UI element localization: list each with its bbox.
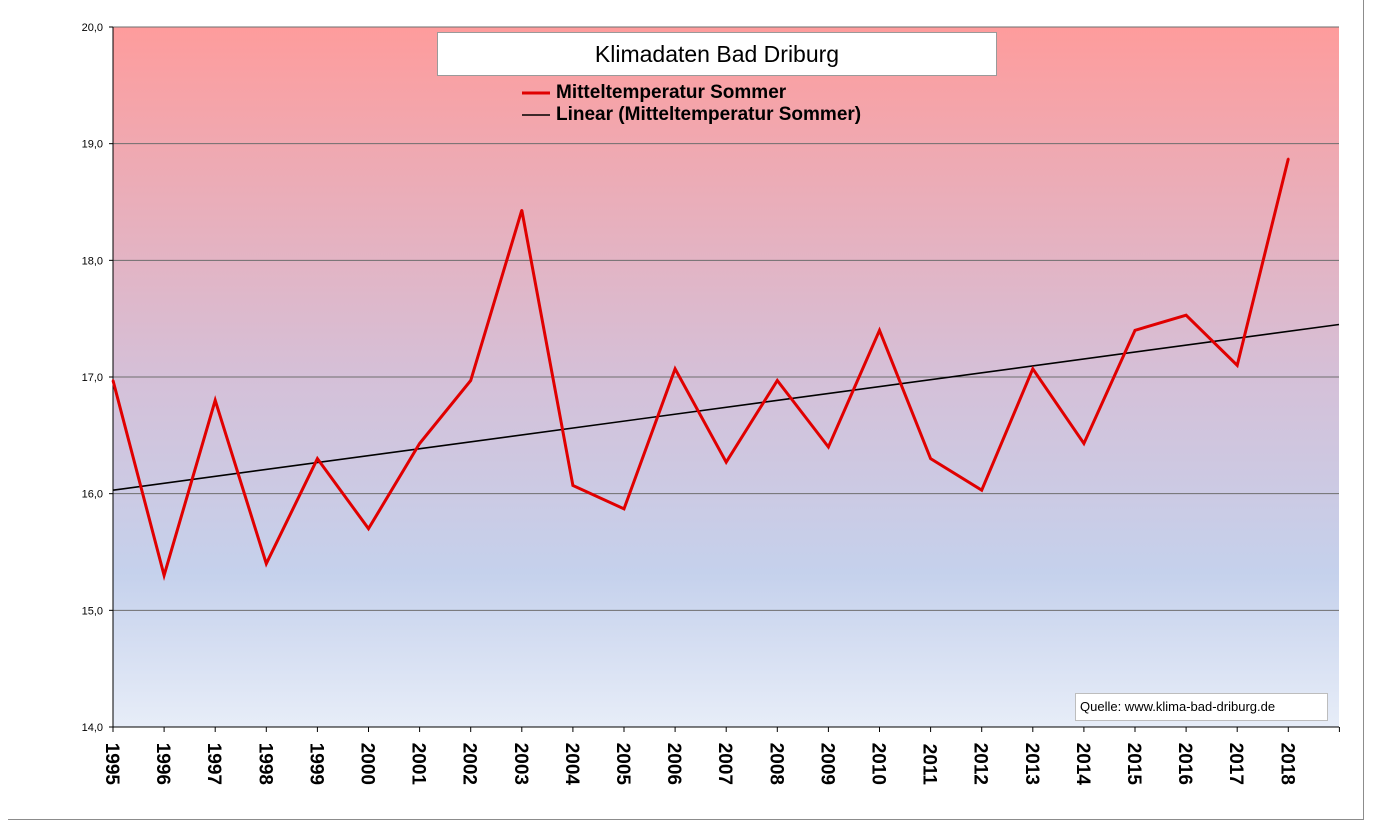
x-tick-label: 2013 — [1021, 743, 1042, 785]
y-tick-label: 16,0 — [82, 489, 103, 501]
x-tick-label: 2006 — [663, 743, 684, 785]
y-tick-label: 20,0 — [82, 22, 103, 34]
data-point — [316, 457, 319, 460]
trendline-linear — [112, 323, 1340, 491]
data-point — [673, 367, 677, 371]
data-point — [571, 484, 575, 487]
data-point — [776, 379, 779, 382]
gridlines — [113, 26, 1339, 611]
x-axis-ticks: 1995 1996 1997 1998 1999 2000 2001 2002 2003 2004… — [101, 727, 1340, 786]
data-point — [1082, 442, 1086, 445]
y-tick-label: 14,0 — [82, 722, 103, 734]
y-tick-label: 18,0 — [82, 255, 103, 267]
x-tick-label: 2003 — [510, 743, 531, 785]
legend-swatch-black-line — [522, 114, 550, 116]
data-point — [1236, 364, 1239, 367]
legend-entry-linear: Linear (Mitteltemperatur Sommer) — [522, 104, 861, 126]
x-tick-label: 2007 — [714, 743, 735, 785]
y-tick-label: 17,0 — [82, 372, 103, 384]
data-point — [622, 507, 626, 511]
y-tick-label: 19,0 — [82, 139, 103, 151]
x-tick-label: 2012 — [970, 743, 991, 785]
x-tick-label: 2018 — [1276, 743, 1297, 785]
data-point — [1184, 313, 1188, 317]
y-axis-ticks: 14,0 15,0 16,0 17,0 18,0 19,0 20,0 — [82, 22, 113, 734]
legend-label-linear: Linear (Mitteltemperatur Sommer) — [556, 104, 862, 125]
data-point — [520, 208, 523, 212]
data-point — [111, 379, 115, 382]
data-point — [367, 527, 370, 530]
x-tick-label: 1999 — [305, 743, 326, 785]
x-tick-label: 1995 — [101, 743, 122, 786]
data-point — [162, 574, 166, 577]
x-tick-label: 2016 — [1174, 743, 1195, 785]
data-point — [1287, 157, 1290, 161]
x-tick-label: 2000 — [357, 743, 378, 785]
x-tick-label: 2014 — [1072, 743, 1093, 786]
legend-entry-temperature: Mitteltemperatur Sommer — [522, 82, 861, 104]
x-tick-label: 2001 — [408, 743, 429, 786]
y-tick-label: 15,0 — [82, 605, 103, 617]
x-tick-label: 2011 — [919, 744, 940, 786]
data-point — [929, 457, 932, 460]
x-tick-label: 2017 — [1225, 743, 1246, 785]
x-tick-label: 2009 — [816, 743, 837, 785]
data-point — [980, 488, 983, 492]
chart-frame — [8, 0, 1364, 820]
legend-label-temperature: Mitteltemperatur Sommer — [556, 82, 787, 103]
legend-swatch-red-line — [522, 91, 550, 95]
x-tick-label: 2008 — [765, 743, 786, 785]
x-tick-label: 2002 — [459, 743, 480, 785]
data-point — [469, 379, 472, 382]
data-point — [418, 442, 421, 445]
data-point — [878, 329, 881, 332]
data-point — [827, 445, 830, 449]
data-point — [725, 460, 728, 464]
source-note: Quelle: www.klima-bad-driburg.de — [1075, 693, 1328, 721]
series-line-temperature — [111, 158, 1290, 581]
x-tick-label: 2004 — [561, 743, 582, 786]
data-point — [265, 562, 268, 565]
x-tick-label: 1996 — [152, 743, 173, 785]
x-tick-label: 2010 — [868, 743, 889, 785]
data-point — [1133, 329, 1137, 332]
data-point — [1031, 367, 1035, 371]
x-tick-label: 1997 — [203, 743, 224, 785]
data-point — [214, 399, 217, 402]
legend: Mitteltemperatur Sommer Linear (Mittelte… — [522, 82, 861, 126]
chart-title: Klimadaten Bad Driburg — [437, 32, 997, 76]
series-group — [111, 157, 1340, 581]
x-tick-label: 2005 — [612, 743, 633, 786]
x-tick-label: 1998 — [254, 743, 275, 785]
x-tick-label: 2015 — [1123, 743, 1144, 786]
